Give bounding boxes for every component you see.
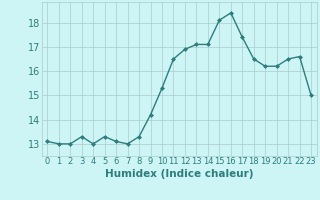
X-axis label: Humidex (Indice chaleur): Humidex (Indice chaleur) (105, 169, 253, 179)
